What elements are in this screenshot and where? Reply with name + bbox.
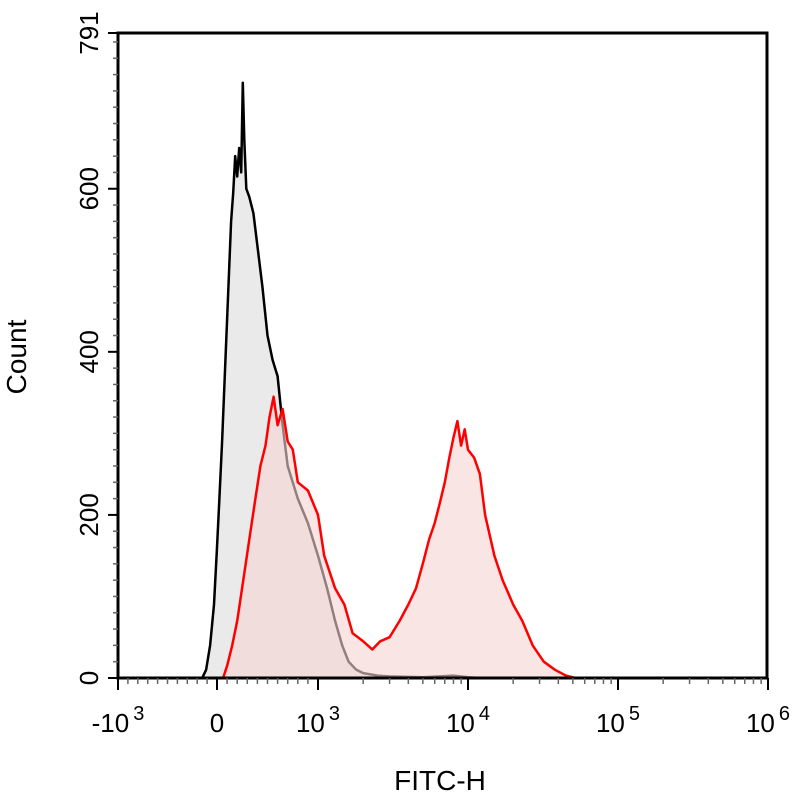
x-tick-label: 10 5 xyxy=(596,703,640,738)
y-tick-label: 0 xyxy=(74,671,104,685)
x-axis-title: FITC-H xyxy=(394,765,486,796)
y-tick-label: 600 xyxy=(74,167,104,210)
x-tick-label: 10 3 xyxy=(296,703,340,738)
y-tick-label: 400 xyxy=(74,330,104,373)
x-tick-label: 10 4 xyxy=(446,703,490,738)
x-tick-label: -10 3 xyxy=(92,703,145,738)
x-axis-ticks: -10 3 0 10 3 10 4 10 5 10 6 xyxy=(92,678,790,738)
y-axis-ticks: 0 200 400 600 791 xyxy=(74,11,118,685)
series-2-area xyxy=(223,396,576,678)
y-tick-label: 791 xyxy=(74,11,104,54)
y-axis-title-group: Count xyxy=(1,319,32,394)
series-2-line xyxy=(221,395,576,680)
y-axis-title: Count xyxy=(1,319,32,394)
y-tick-label: 200 xyxy=(74,493,104,536)
series-layer xyxy=(201,81,576,680)
x-tick-label: 10 6 xyxy=(746,703,790,738)
plot-frame xyxy=(116,31,769,680)
x-tick-label: 0 xyxy=(210,708,224,738)
